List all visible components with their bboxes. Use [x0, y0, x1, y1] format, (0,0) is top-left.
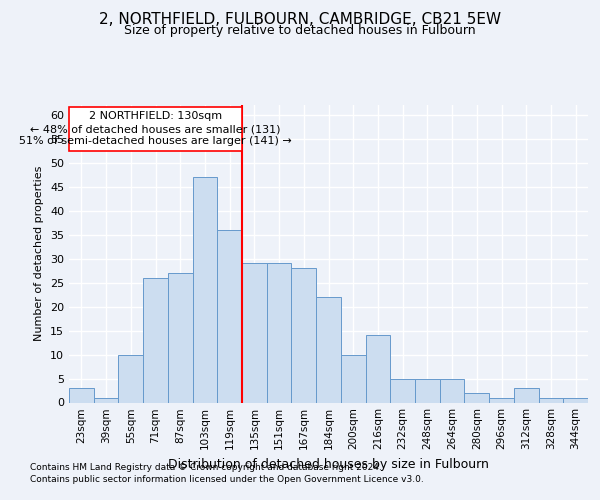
Bar: [390, 378, 415, 402]
Bar: [242, 264, 267, 402]
Bar: [168, 273, 193, 402]
Bar: [267, 264, 292, 402]
Bar: [217, 230, 242, 402]
Text: Contains public sector information licensed under the Open Government Licence v3: Contains public sector information licen…: [30, 475, 424, 484]
Text: 2 NORTHFIELD: 130sqm: 2 NORTHFIELD: 130sqm: [89, 111, 222, 121]
Bar: [539, 398, 563, 402]
X-axis label: Distribution of detached houses by size in Fulbourn: Distribution of detached houses by size …: [168, 458, 489, 471]
Bar: [514, 388, 539, 402]
Bar: [118, 354, 143, 403]
Bar: [69, 388, 94, 402]
Bar: [415, 378, 440, 402]
Text: ← 48% of detached houses are smaller (131): ← 48% of detached houses are smaller (13…: [30, 124, 281, 134]
Y-axis label: Number of detached properties: Number of detached properties: [34, 166, 44, 342]
Bar: [94, 398, 118, 402]
Bar: [69, 108, 242, 150]
Text: Size of property relative to detached houses in Fulbourn: Size of property relative to detached ho…: [124, 24, 476, 37]
Bar: [365, 336, 390, 402]
Bar: [143, 278, 168, 402]
Text: Contains HM Land Registry data © Crown copyright and database right 2024.: Contains HM Land Registry data © Crown c…: [30, 462, 382, 471]
Bar: [193, 177, 217, 402]
Bar: [292, 268, 316, 402]
Bar: [489, 398, 514, 402]
Text: 51% of semi-detached houses are larger (141) →: 51% of semi-detached houses are larger (…: [19, 136, 292, 146]
Bar: [563, 398, 588, 402]
Bar: [440, 378, 464, 402]
Bar: [341, 354, 365, 403]
Text: 2, NORTHFIELD, FULBOURN, CAMBRIDGE, CB21 5EW: 2, NORTHFIELD, FULBOURN, CAMBRIDGE, CB21…: [99, 12, 501, 28]
Bar: [464, 393, 489, 402]
Bar: [316, 297, 341, 403]
